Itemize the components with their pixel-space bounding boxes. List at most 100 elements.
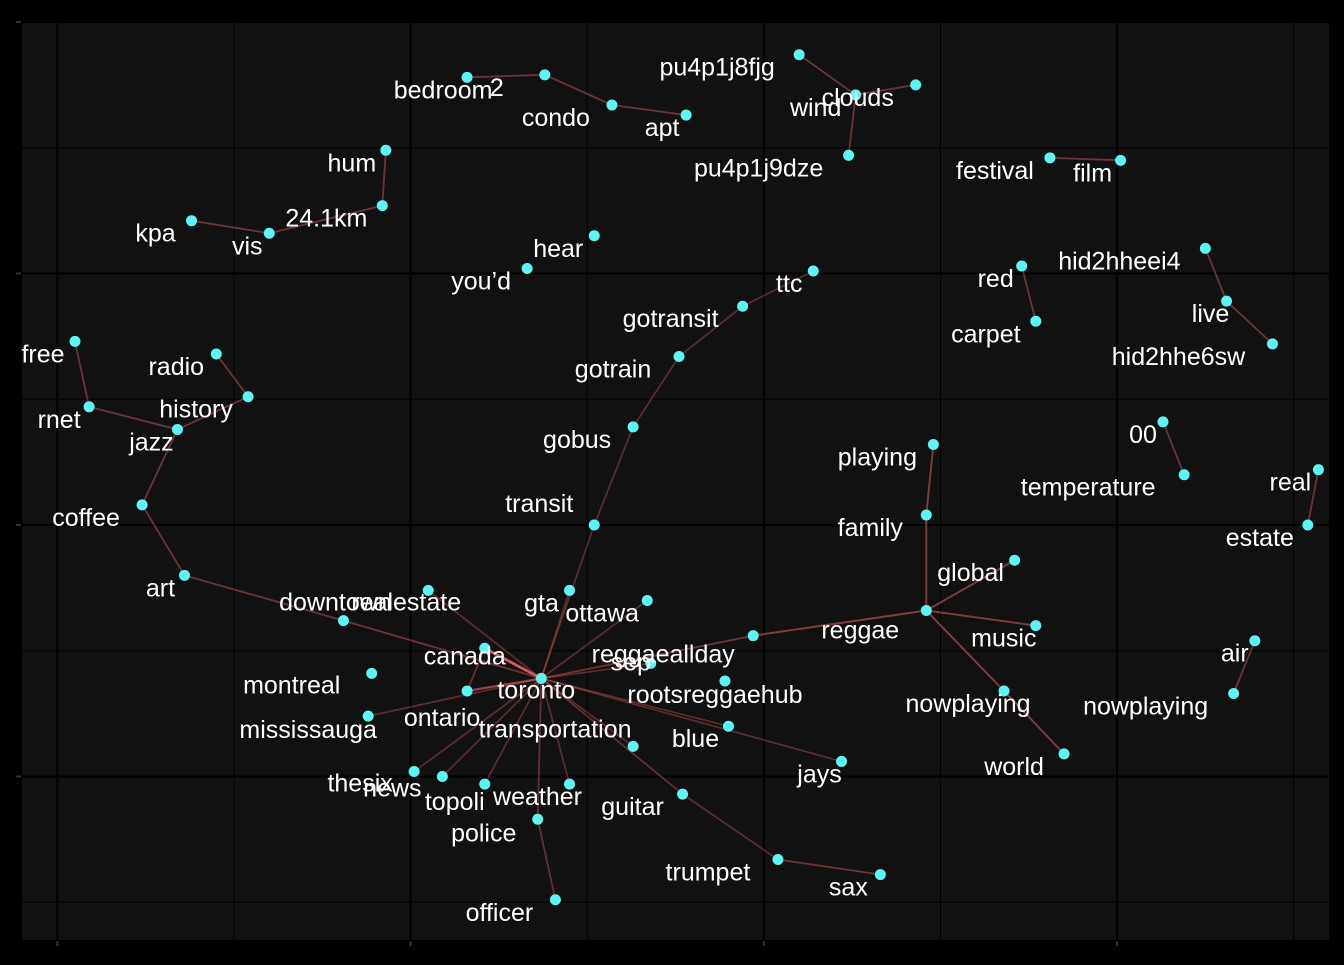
node-label-transit: transit [505, 490, 573, 518]
edge-nowplaying-world [1003, 690, 1066, 755]
node-point-downtown [337, 615, 349, 627]
node-point-carpet [1030, 315, 1042, 327]
node-label-you_d: you’d [451, 267, 511, 295]
node-point-news [436, 771, 448, 783]
node-label-estate: estate [1226, 524, 1294, 552]
node-label-nowplaying_air: nowplaying [1083, 693, 1208, 721]
node-label-realestate: realestate [351, 588, 461, 616]
node-label-kpa: kpa [135, 220, 175, 248]
node-point-pu4p1j8fjg [793, 49, 805, 61]
edge-toronto-ottawa [540, 599, 649, 680]
node-point-art [178, 569, 190, 581]
node-point-radio [210, 348, 222, 360]
node-point-condo [606, 99, 618, 111]
node-label-hum: hum [328, 149, 377, 177]
node-point-music [1030, 620, 1042, 632]
node-label-pu4p1j9dze: pu4p1j9dze [694, 154, 823, 182]
node-label-playing: playing [838, 444, 917, 472]
node-label-carpet: carpet [951, 320, 1021, 348]
node-point-apt [680, 109, 692, 121]
node-point-weather [564, 778, 576, 790]
edge-festival-film [1049, 156, 1122, 162]
node-point-canada [479, 642, 491, 654]
node-point-ottawa [641, 594, 653, 606]
node-point-red [1016, 260, 1028, 272]
node-label-red: red [978, 265, 1014, 293]
node-label-guitar: guitar [601, 793, 664, 821]
node-label-00: 00 [1129, 421, 1157, 449]
node-point-live [1221, 295, 1233, 307]
node-label-music: music [971, 625, 1036, 653]
node-point-estate [1302, 519, 1314, 531]
edge-gotrain-gotransit [678, 305, 744, 358]
node-label-global: global [937, 559, 1004, 587]
node-point-realestate [422, 584, 434, 596]
node-label-hid2hhe6sw: hid2hhe6sw [1112, 343, 1246, 371]
node-label-air: air [1221, 640, 1249, 668]
node-point-jays [836, 755, 848, 767]
node-point-montreal [366, 667, 378, 679]
node-label-jazz: jazz [128, 428, 173, 456]
node-point-jazz [171, 423, 183, 435]
edge-toronto-jays [540, 677, 843, 763]
node-label-ontario: ontario [404, 704, 480, 732]
edge-kpa-vis [190, 219, 271, 235]
node-point-rnet [83, 401, 95, 413]
node-point-topoli [479, 778, 491, 790]
node-label-sep: sep [611, 648, 651, 676]
node-label-trumpet: trumpet [666, 859, 751, 887]
edge-hid2hheei4-live [1204, 247, 1228, 303]
node-point-hum [380, 144, 392, 156]
edge-toronto-transportation [540, 677, 634, 748]
node-point-hid2hheei4 [1199, 242, 1211, 254]
node-label-news: news [363, 775, 421, 803]
edge-vis-24.1km [268, 204, 384, 235]
edge-bedroom-2 [466, 73, 546, 79]
node-label-officer: officer [466, 899, 534, 927]
node-label-gobus: gobus [543, 426, 611, 454]
node-label-hear: hear [533, 235, 583, 263]
node-label-jays: jays [796, 760, 841, 788]
node-point-free [69, 335, 81, 347]
node-point-ttc [807, 265, 819, 277]
node-label-art: art [146, 574, 175, 602]
edge-jazz-rnet [88, 405, 179, 431]
node-point-toronto [535, 672, 547, 684]
node-point-vis [263, 227, 275, 239]
node-point-rootsreggaehub [719, 675, 731, 687]
node-point-real [1312, 464, 1324, 476]
node-label-live: live [1192, 300, 1230, 328]
edge-transit-gobus [593, 426, 634, 526]
node-point-pu4p1j9dze [843, 149, 855, 161]
edge-red-carpet [1020, 265, 1037, 323]
node-label-rootsreggaehub: rootsreggaehub [627, 681, 802, 709]
node-point-world [1058, 748, 1070, 760]
edge-toronto-thesix [413, 677, 543, 773]
node-label-history: history [159, 396, 233, 424]
edge-wind-clouds [854, 83, 917, 96]
node-label-clouds: clouds [822, 84, 894, 112]
edge-history-radio [215, 353, 249, 398]
node-point-global [1009, 554, 1021, 566]
edge-toronto-realestate [427, 589, 543, 680]
edge-2-condo [543, 73, 613, 106]
node-point-00 [1157, 416, 1169, 428]
node-point-bedroom [461, 71, 473, 83]
label-layer: toronto canada ontario downtown montreal real… [21, 54, 1311, 927]
node-point-history [242, 391, 254, 403]
node-label-2: 2 [490, 74, 504, 102]
node-label-coffee: coffee [52, 504, 120, 532]
node-point-guitar [677, 788, 689, 800]
node-point-reggae [920, 605, 932, 617]
node-label-festival: festival [956, 157, 1034, 185]
edge-toronto-sep [540, 662, 652, 680]
edge-wind-pu4p1j9dze [847, 94, 857, 157]
edge-reggaeallday-reggae [752, 609, 928, 637]
node-label-free: free [21, 340, 64, 368]
node-label-world: world [983, 753, 1044, 781]
edge-real-estate [1306, 468, 1320, 526]
node-label-nowplaying: nowplaying [905, 690, 1030, 718]
node-point-gotransit [737, 300, 749, 312]
